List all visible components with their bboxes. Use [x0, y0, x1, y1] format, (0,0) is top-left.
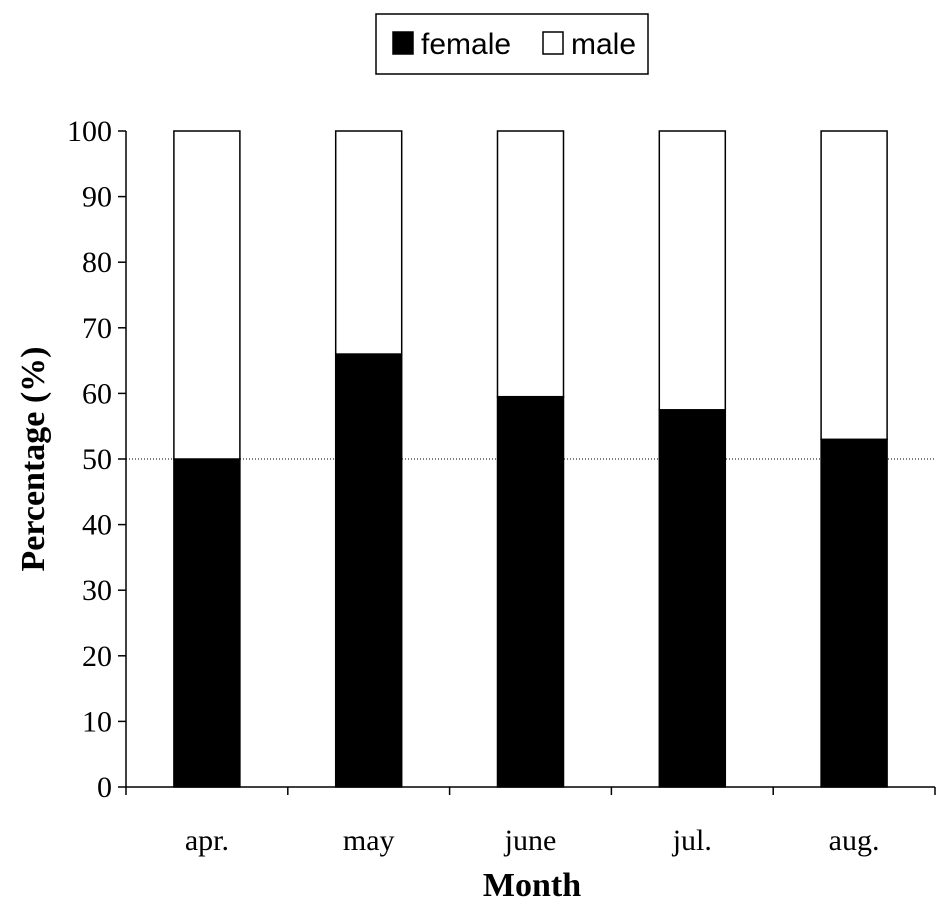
bar-female-2: [496, 395, 565, 788]
bar-female-3: [658, 409, 727, 788]
y-tick-label-10: 100: [67, 115, 112, 148]
y-tick-label-3: 30: [82, 574, 112, 607]
bar-female-4: [820, 438, 888, 788]
y-tick-label-2: 20: [82, 640, 112, 673]
bar-male-0: [173, 130, 241, 460]
y-tick-label-7: 70: [82, 312, 112, 345]
legend-box: [375, 13, 649, 75]
x-axis: apr. may june jul. aug.: [125, 786, 936, 857]
y-tick-label-1: 10: [82, 705, 112, 738]
x-tick-label-2: june: [504, 824, 557, 857]
bar-male-2: [496, 130, 565, 398]
bar-female-1: [334, 353, 403, 788]
x-tick-label-4: aug.: [829, 824, 880, 857]
y-tick-label-5: 50: [82, 443, 112, 476]
y-axis: 0 10 20 30 40 50 60 70 80 90 100: [67, 115, 127, 804]
legend-swatch-male: [542, 31, 564, 55]
bar-male-3: [658, 130, 727, 411]
y-tick-label-6: 60: [82, 377, 112, 410]
y-tick-label-0: 0: [97, 771, 112, 804]
y-tick-label-8: 80: [82, 246, 112, 279]
legend-label-female: female: [421, 28, 511, 61]
bars-group: [173, 130, 888, 788]
x-tick-label-3: jul.: [672, 824, 712, 857]
legend-swatch-female: [392, 31, 414, 55]
x-axis-title: Month: [483, 867, 581, 903]
y-tick-label-4: 40: [82, 509, 112, 542]
bar-male-4: [820, 130, 888, 441]
y-axis-title: Percentage (%): [15, 347, 52, 572]
bar-male-1: [334, 130, 403, 355]
y-tick-label-9: 90: [82, 181, 112, 214]
legend: female male: [375, 13, 649, 75]
x-tick-label-0: apr.: [185, 824, 229, 857]
bar-female-0: [173, 458, 241, 788]
legend-label-male: male: [571, 28, 636, 61]
x-tick-label-1: may: [343, 824, 395, 857]
